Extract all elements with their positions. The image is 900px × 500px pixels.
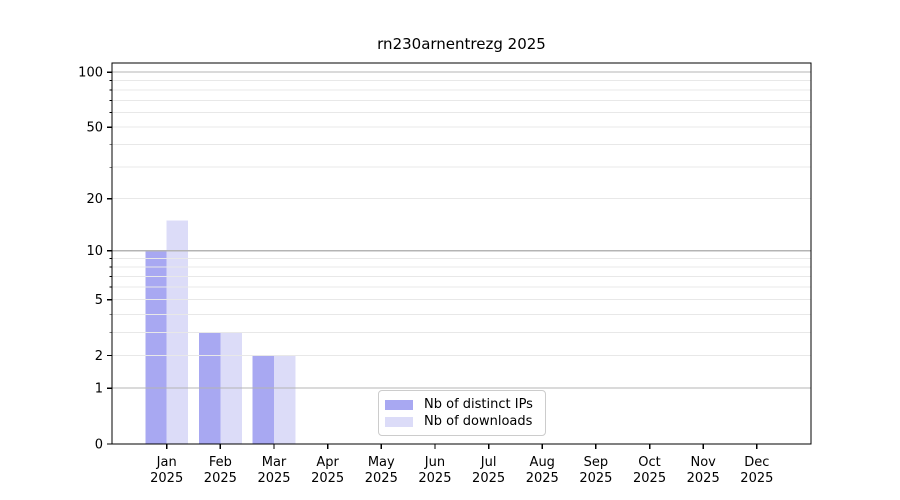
x-tick-label-month: Jan (156, 455, 177, 470)
bar-distinct-ips-mar (252, 355, 274, 444)
x-tick-label-year: 2025 (418, 471, 451, 486)
legend-swatch-downloads (385, 416, 413, 427)
y-tick-label: 100 (78, 66, 103, 81)
x-tick-label-month: Mar (262, 455, 287, 470)
x-tick-label-month: Apr (316, 455, 339, 470)
y-tick-label: 50 (86, 121, 103, 136)
x-tick-label-year: 2025 (579, 471, 612, 486)
legend-swatch-distinct-ips (385, 399, 413, 410)
legend-item-distinct-ips: Nb of distinct IPs (385, 397, 537, 412)
x-tick-label-month: Sep (584, 455, 609, 470)
y-tick-label: 2 (95, 349, 103, 364)
legend-item-downloads: Nb of downloads (385, 414, 537, 429)
plot-border (111, 62, 812, 445)
y-tick-label: 10 (86, 244, 103, 259)
x-tick-label-month: Jun (424, 455, 445, 470)
x-tick-label-year: 2025 (633, 471, 666, 486)
legend-label-downloads: Nb of downloads (424, 414, 533, 429)
x-tick-label-year: 2025 (365, 471, 398, 486)
y-tick-label: 20 (86, 192, 103, 207)
x-tick-label-month: Jul (480, 455, 497, 470)
bar-downloads-mar (274, 355, 296, 444)
x-tick-label-year: 2025 (526, 471, 559, 486)
x-tick-label-month: Nov (691, 455, 717, 470)
x-tick-label-year: 2025 (311, 471, 344, 486)
x-tick-label-year: 2025 (740, 471, 773, 486)
x-tick-label-year: 2025 (472, 471, 505, 486)
x-tick-label-year: 2025 (204, 471, 237, 486)
x-tick-label-month: Oct (638, 455, 660, 470)
x-tick-label-year: 2025 (687, 471, 720, 486)
x-tick-label-month: May (368, 455, 395, 470)
x-tick-label-year: 2025 (257, 471, 290, 486)
x-tick-label-month: Aug (530, 455, 555, 470)
legend: Nb of distinct IPs Nb of downloads (378, 390, 546, 436)
legend-label-distinct-ips: Nb of distinct IPs (424, 397, 533, 412)
y-tick-label: 0 (95, 438, 103, 453)
x-tick-label-month: Dec (744, 455, 769, 470)
x-tick-label-year: 2025 (150, 471, 183, 486)
y-tick-label: 1 (95, 382, 103, 397)
y-tick-label: 5 (95, 293, 103, 308)
chart-title: rn230arnentrezg 2025 (377, 35, 546, 53)
x-tick-label-month: Feb (209, 455, 232, 470)
bar-distinct-ips-jan (145, 250, 167, 444)
